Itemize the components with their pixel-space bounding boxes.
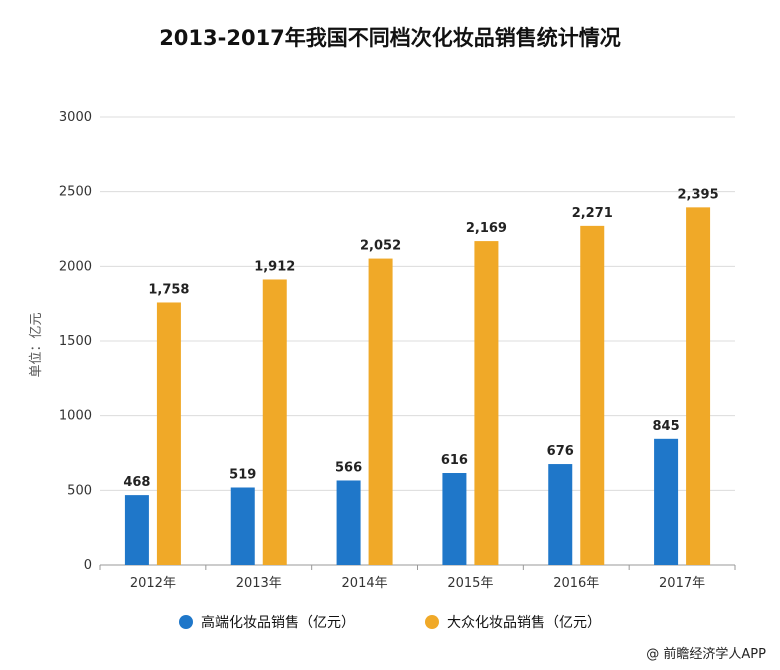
- bar-series-2[interactable]: [580, 225, 605, 565]
- data-label: 519: [229, 467, 256, 482]
- y-tick-label: 2000: [59, 259, 92, 274]
- x-tick-label: 2015年: [447, 576, 493, 591]
- x-tick-label: 2012年: [130, 576, 176, 591]
- bar-series-1[interactable]: [336, 480, 361, 565]
- x-tick-label: 2017年: [659, 576, 705, 591]
- legend-label-series-2: 大众化妆品销售（亿元）: [447, 615, 601, 631]
- bar-series-2[interactable]: [156, 302, 181, 565]
- bar-series-1[interactable]: [230, 487, 255, 565]
- y-tick-label: 3000: [59, 110, 92, 125]
- legend: 高端化妆品销售（亿元） 大众化妆品销售（亿元）: [0, 612, 780, 632]
- data-label: 845: [653, 419, 680, 434]
- legend-label-series-1: 高端化妆品销售（亿元）: [201, 615, 355, 631]
- bar-series-2[interactable]: [368, 258, 393, 565]
- bar-series-2[interactable]: [474, 241, 499, 565]
- legend-item-series-2[interactable]: 大众化妆品销售（亿元）: [425, 612, 601, 632]
- data-label: 1,758: [148, 282, 189, 297]
- legend-item-series-1[interactable]: 高端化妆品销售（亿元）: [179, 612, 355, 632]
- x-tick-label: 2016年: [553, 576, 599, 591]
- data-label: 1,912: [254, 259, 295, 274]
- data-label: 566: [335, 460, 362, 475]
- grid-layer: [100, 116, 735, 566]
- x-tick-label: 2013年: [236, 576, 282, 591]
- data-label: 2,271: [572, 206, 613, 221]
- y-tick-label: 2500: [59, 185, 92, 200]
- chart-title: 2013-2017年我国不同档次化妆品销售统计情况: [159, 26, 621, 50]
- bar-layer: [124, 207, 711, 565]
- axis-layer: 0 500 1000 1500 2000 2500 3000 2012年 2013年 2014年 2…: [59, 110, 736, 591]
- legend-marker-series-2: [425, 615, 439, 629]
- bar-series-1[interactable]: [548, 464, 573, 565]
- bar-series-1[interactable]: [654, 438, 679, 565]
- bar-series-2[interactable]: [262, 279, 287, 565]
- data-label: 2,052: [360, 239, 401, 254]
- data-label: 616: [441, 453, 468, 468]
- y-tick-label: 1500: [59, 334, 92, 349]
- y-axis-label: 单位：亿元: [29, 312, 44, 377]
- source-note: @ 前瞻经济学人APP: [646, 647, 766, 662]
- data-label: 2,395: [678, 187, 719, 202]
- y-tick-label: 1000: [59, 409, 92, 424]
- bar-series-2[interactable]: [686, 207, 711, 565]
- data-label: 2,169: [466, 221, 507, 236]
- bar-series-1[interactable]: [124, 495, 149, 565]
- y-tick-label: 0: [84, 558, 92, 573]
- data-label: 676: [547, 444, 574, 459]
- data-label: 468: [123, 475, 150, 490]
- x-tick-label: 2014年: [342, 576, 388, 591]
- y-tick-label: 500: [67, 483, 92, 498]
- bar-series-1[interactable]: [442, 473, 467, 565]
- label-layer: 468 1,758 519 1,912 566 2,052 616 2,169 676 2,271…: [123, 187, 718, 490]
- legend-marker-series-1: [179, 615, 193, 629]
